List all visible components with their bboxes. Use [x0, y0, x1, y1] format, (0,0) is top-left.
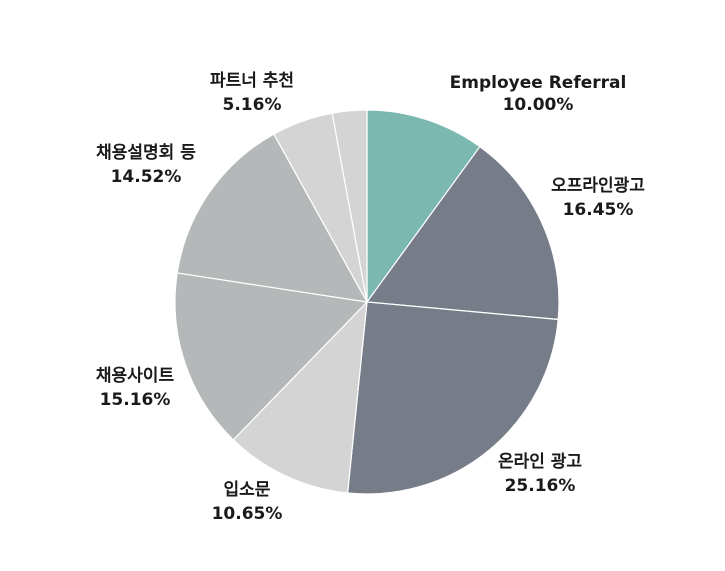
slice-value-label: 14.52% — [111, 167, 182, 187]
pie-slices — [174, 109, 560, 495]
slice-value-label: 15.16% — [100, 390, 171, 410]
slice-label-job-sites: 채용사이트 15.16% — [96, 366, 175, 410]
slice-value-label: 25.16% — [505, 476, 576, 496]
pie-slice-2 — [365, 145, 560, 321]
slice-name-label: 채용설명회 등 — [96, 143, 196, 163]
pie-slice-3 — [346, 301, 559, 495]
slice-value-label: 5.16% — [223, 95, 282, 115]
slice-label-online-ads: 온라인 광고 25.16% — [498, 452, 582, 496]
slice-label-word-of-mouth: 입소문 10.65% — [212, 480, 283, 524]
slice-value-label: 16.45% — [563, 200, 634, 220]
slice-name-label: 온라인 광고 — [498, 452, 582, 472]
slice-label-partner-referral: 파트너 추천 5.16% — [210, 71, 294, 115]
slice-name-label: 오프라인광고 — [551, 176, 645, 196]
slice-name-label: 입소문 — [224, 480, 271, 500]
slice-label-employee-referral: Employee Referral 10.00% — [450, 73, 627, 115]
slice-name-label: 파트너 추천 — [210, 71, 294, 91]
slice-value-label: 10.65% — [212, 504, 283, 524]
slice-label-job-fairs: 채용설명회 등 14.52% — [96, 143, 196, 187]
pie-slice-6 — [176, 133, 369, 303]
pie-slice-5 — [174, 272, 369, 441]
pie-slice-1 — [366, 109, 481, 304]
slice-name-label: 채용사이트 — [96, 366, 175, 386]
slice-name-label: Employee Referral — [450, 73, 627, 93]
slice-value-label: 10.00% — [503, 95, 574, 115]
slice-label-offline-ads: 오프라인광고 16.45% — [551, 176, 645, 220]
pie-slice-4 — [232, 300, 368, 494]
pie-slice-8 — [331, 109, 368, 303]
